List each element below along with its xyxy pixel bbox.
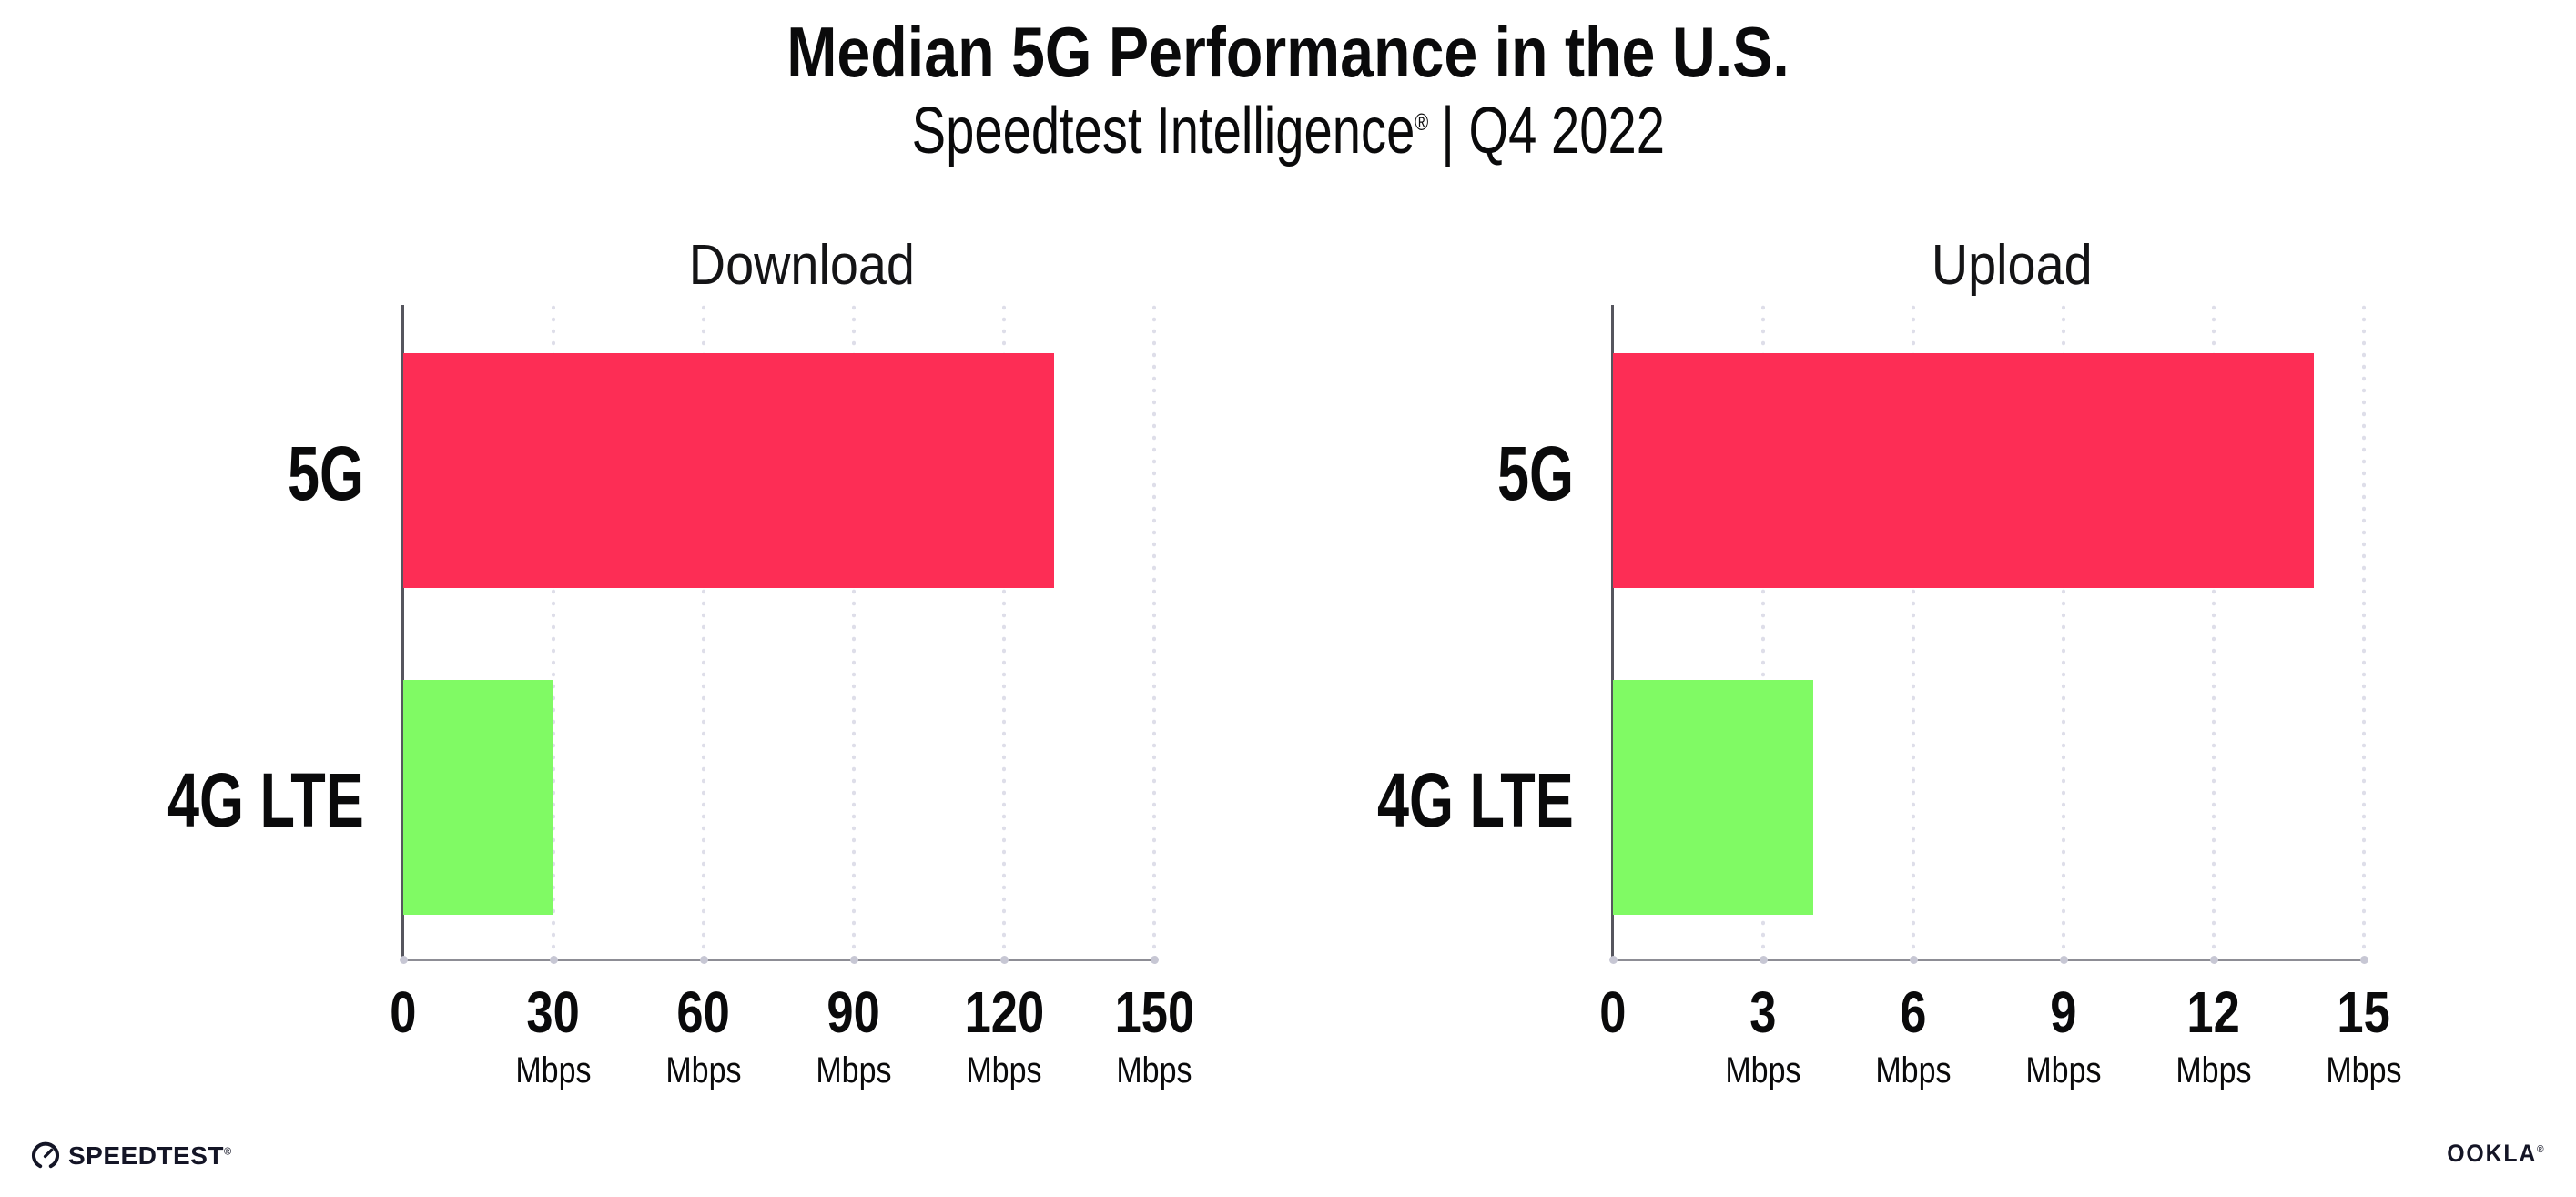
download-gridline-60 (702, 305, 705, 959)
download-gridline-30 (552, 305, 555, 959)
registered-trademark-mark: ® (1414, 108, 1428, 136)
download-tick-unit-120: Mbps (966, 1050, 1042, 1090)
upload-axis-tick-dot-15 (2360, 956, 2368, 964)
download-tick-label-90: 90 Mbps (779, 983, 928, 1090)
download-axis-tick-dot-30 (550, 956, 558, 964)
download-tick-value-90: 90 (827, 979, 881, 1045)
upload-axis-tick-dot-6 (1910, 956, 1918, 964)
subtitle-period: | Q4 2022 (1440, 95, 1665, 167)
download-gridline-90 (852, 305, 856, 959)
download-category-text-5g: 5G (287, 431, 364, 516)
speedtest-wordmark: SPEEDTEST (68, 1141, 224, 1170)
download-tick-value-60: 60 (676, 979, 731, 1045)
upload-category-text-5g: 5G (1496, 431, 1574, 516)
upload-tick-value-9: 9 (2050, 979, 2077, 1045)
upload-y-axis-spine (1611, 305, 1614, 959)
download-panel-title-text: Download (688, 234, 916, 297)
download-plot-area (401, 305, 1201, 959)
download-category-label-5g: 5G (0, 432, 364, 514)
speedtest-logo: SPEEDTEST® (31, 1134, 232, 1178)
download-gridline-150 (1152, 305, 1156, 959)
upload-axis-tick-dot-9 (2060, 956, 2068, 964)
download-tick-value-150: 150 (1114, 979, 1194, 1045)
upload-category-label-4g-lte: 4G LTE (1176, 759, 1574, 841)
upload-axis-tick-dot-0 (1609, 956, 1618, 964)
upload-bar-4g-lte (1613, 679, 1813, 915)
upload-axis-tick-dot-12 (2210, 956, 2218, 964)
upload-tick-value-15: 15 (2337, 979, 2391, 1045)
upload-gridline-6 (1912, 305, 1915, 959)
upload-tick-label-3: 3 Mbps (1689, 983, 1838, 1090)
download-tick-label-150: 150 Mbps (1080, 983, 1229, 1090)
download-panel: Download 5G 4G LTE 0 30 Mbps 60 Mbps 90 Mbps 120 Mb… (167, 209, 1201, 1138)
upload-tick-label-0: 0 (1538, 983, 1688, 1041)
upload-gridline-9 (2062, 305, 2065, 959)
upload-gridline-3 (1761, 305, 1765, 959)
upload-x-axis-line (1613, 959, 2366, 961)
speedtest-registered-mark: ® (223, 1146, 232, 1158)
upload-axis-tick-dot-3 (1760, 956, 1768, 964)
ookla-registered-mark: ® (2537, 1144, 2544, 1155)
upload-tick-unit-6: Mbps (1875, 1050, 1952, 1090)
ookla-wordmark: OOKLA (2447, 1140, 2538, 1167)
download-tick-label-60: 60 Mbps (629, 983, 778, 1090)
download-panel-title: Download (403, 233, 1201, 299)
download-tick-label-0: 0 (329, 983, 478, 1041)
download-tick-unit-150: Mbps (1116, 1050, 1192, 1090)
upload-tick-label-15: 15 Mbps (2289, 983, 2439, 1090)
download-x-axis-line (403, 959, 1156, 961)
upload-tick-unit-9: Mbps (2025, 1050, 2102, 1090)
download-gridline-120 (1002, 305, 1006, 959)
upload-bar-5g (1613, 352, 2314, 588)
download-tick-label-120: 120 Mbps (929, 983, 1079, 1090)
upload-tick-label-6: 6 Mbps (1839, 983, 1988, 1090)
download-bar-5g (403, 352, 1054, 588)
upload-tick-unit-3: Mbps (1725, 1050, 1801, 1090)
upload-tick-unit-12: Mbps (2175, 1050, 2252, 1090)
page-subtitle: Speedtest Intelligence® | Q4 2022 (0, 95, 2576, 167)
download-tick-label-30: 30 Mbps (479, 983, 628, 1090)
page-title-text: Median 5G Performance in the U.S. (786, 12, 1790, 92)
upload-panel-title: Upload (1613, 233, 2410, 299)
download-tick-value-0: 0 (390, 979, 417, 1045)
download-tick-unit-60: Mbps (665, 1050, 742, 1090)
upload-plot-area (1611, 305, 2410, 959)
upload-panel: Upload 5G 4G LTE 0 3 Mbps 6 Mbps 9 Mbps 12 Mbps 15 Mb… (1377, 209, 2410, 1138)
upload-gridline-15 (2362, 305, 2366, 959)
download-tick-unit-30: Mbps (515, 1050, 592, 1090)
upload-tick-label-12: 12 Mbps (2139, 983, 2288, 1090)
ookla-logo: OOKLA® (2439, 1140, 2544, 1167)
upload-category-text-4g-lte: 4G LTE (1377, 757, 1574, 843)
download-category-text-4g-lte: 4G LTE (167, 757, 364, 843)
download-y-axis-spine (401, 305, 404, 959)
upload-tick-value-3: 3 (1749, 979, 1777, 1045)
page-title: Median 5G Performance in the U.S. (0, 13, 2576, 91)
upload-tick-label-9: 9 Mbps (1989, 983, 2138, 1090)
subtitle-brand: Speedtest Intelligence (911, 95, 1415, 167)
download-axis-tick-dot-150 (1151, 956, 1159, 964)
upload-tick-value-12: 12 (2186, 979, 2241, 1045)
download-axis-tick-dot-0 (400, 956, 408, 964)
upload-tick-value-0: 0 (1599, 979, 1627, 1045)
upload-tick-value-6: 6 (1900, 979, 1927, 1045)
download-bar-4g-lte (403, 679, 553, 915)
download-category-label-4g-lte: 4G LTE (0, 759, 364, 841)
upload-category-label-5g: 5G (1176, 432, 1574, 514)
download-axis-tick-dot-90 (850, 956, 858, 964)
upload-gridline-12 (2212, 305, 2216, 959)
speedtest-gauge-icon (32, 1141, 59, 1169)
upload-panel-title-text: Upload (1931, 234, 2093, 297)
download-tick-value-120: 120 (964, 979, 1044, 1045)
download-tick-value-30: 30 (526, 979, 581, 1045)
download-axis-tick-dot-60 (700, 956, 708, 964)
upload-tick-unit-15: Mbps (2326, 1050, 2402, 1090)
download-axis-tick-dot-120 (1000, 956, 1009, 964)
download-tick-unit-90: Mbps (816, 1050, 892, 1090)
